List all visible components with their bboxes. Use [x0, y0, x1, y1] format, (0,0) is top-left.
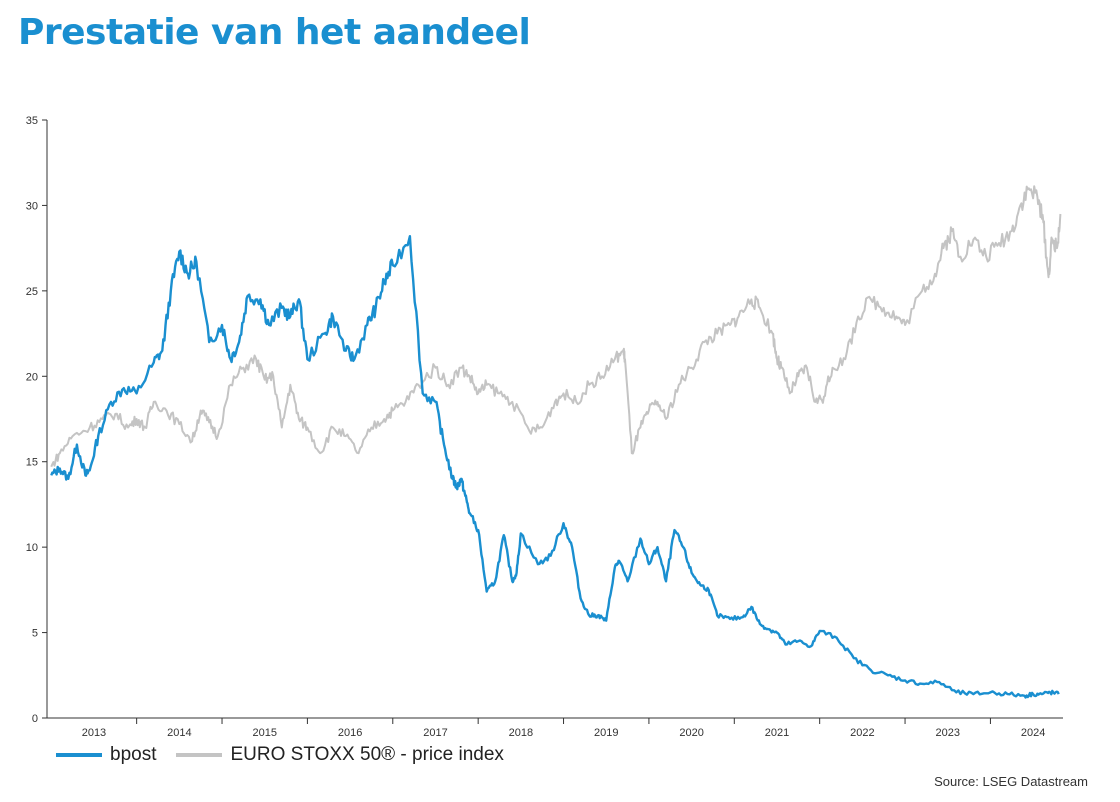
legend-swatch-eurostoxx: [176, 753, 223, 757]
x-tick-label-4: 2017: [423, 727, 447, 739]
series-line-eurostoxx: [50, 185, 1062, 468]
source-note: Source: LSEG Datastream: [934, 774, 1088, 789]
legend-label-bpost: bpost: [110, 744, 157, 765]
legend-item-eurostoxx: EURO STOXX 50® - price index: [176, 744, 504, 766]
series-line-bpost: [50, 235, 1060, 699]
x-tick-label-11: 2024: [1021, 727, 1045, 739]
legend-swatch-bpost: [56, 753, 102, 757]
y-tick-label-7: 35: [26, 115, 38, 127]
x-tick-label-2: 2015: [252, 727, 276, 739]
page-title: Prestatie van het aandeel: [18, 12, 531, 53]
series-layer: [50, 185, 1062, 699]
x-tick-label-5: 2018: [509, 727, 533, 739]
x-tick-label-0: 2013: [82, 727, 106, 739]
line-chart: 0 5 10 15 20 25 30 35 2013 2014 2015 2016 2017 2018 20…: [26, 115, 1063, 739]
x-tick-label-9: 2022: [850, 727, 874, 739]
axes-layer: 0 5 10 15 20 25 30 35 2013 2014 2015 2016 2017 2018 20…: [26, 115, 1063, 739]
x-tick-label-10: 2023: [935, 727, 959, 739]
legend-item-bpost: bpost: [56, 744, 156, 766]
legend: bpost EURO STOXX 50® - price index: [56, 744, 524, 766]
x-tick-label-6: 2019: [594, 727, 618, 739]
y-tick-label-6: 30: [26, 200, 38, 212]
legend-label-eurostoxx: EURO STOXX 50® - price index: [230, 744, 504, 765]
y-tick-label-4: 20: [26, 371, 38, 383]
x-tick-label-1: 2014: [167, 727, 191, 739]
x-tick-label-7: 2020: [679, 727, 703, 739]
x-tick-label-8: 2021: [765, 727, 789, 739]
y-tick-label-1: 5: [32, 628, 38, 640]
y-tick-label-2: 10: [26, 542, 38, 554]
y-tick-label-0: 0: [32, 713, 38, 725]
x-tick-label-3: 2016: [338, 727, 362, 739]
y-tick-label-5: 25: [26, 286, 38, 298]
y-tick-label-3: 15: [26, 457, 38, 469]
